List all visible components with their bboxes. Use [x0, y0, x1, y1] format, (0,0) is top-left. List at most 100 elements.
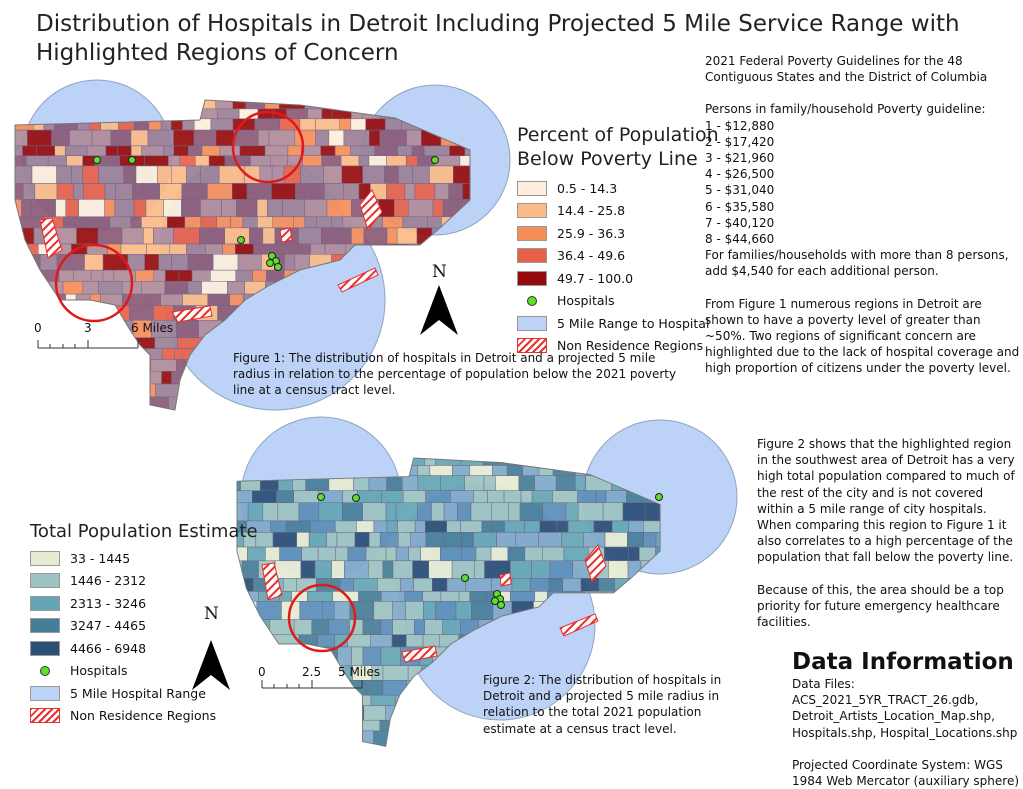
census-tract — [187, 281, 202, 295]
census-tract — [362, 646, 382, 666]
census-tract — [513, 748, 534, 761]
census-tract — [462, 730, 475, 747]
census-tract — [503, 490, 522, 503]
census-tract — [201, 281, 228, 295]
census-tract — [98, 319, 110, 338]
census-tract — [534, 748, 557, 761]
census-tract — [464, 269, 470, 282]
census-tract — [271, 748, 290, 761]
hospital-dot-icon — [527, 295, 537, 306]
census-tract — [46, 371, 65, 385]
census-tract — [450, 254, 465, 271]
census-tract — [262, 502, 279, 522]
census-tract — [471, 601, 494, 620]
legend-item-class: 36.4 - 49.6 — [517, 245, 719, 268]
census-tract — [605, 601, 617, 620]
scale-tick-1: 2.5 — [302, 665, 322, 679]
census-tract — [15, 305, 36, 321]
census-tract — [386, 520, 398, 533]
census-tract — [342, 216, 367, 229]
census-tract — [31, 199, 56, 218]
census-tract — [340, 578, 354, 592]
census-tract — [450, 490, 474, 503]
census-tract — [293, 216, 306, 229]
census-tract — [335, 546, 349, 562]
census-tract — [376, 396, 397, 410]
census-tract — [343, 705, 365, 721]
poverty-subheading: Persons in family/household Poverty guid… — [705, 102, 986, 117]
census-tract — [91, 129, 112, 147]
census-tract — [21, 254, 41, 271]
census-tract — [388, 730, 401, 747]
census-tract — [296, 532, 310, 548]
census-tract — [91, 337, 111, 349]
census-tract — [465, 578, 492, 592]
census-tract — [605, 646, 625, 666]
census-tract — [511, 578, 531, 592]
census-tract — [483, 475, 496, 491]
census-tract — [365, 680, 384, 696]
census-tract — [98, 281, 123, 295]
census-tract — [150, 359, 177, 372]
census-tract — [127, 254, 145, 271]
census-tract — [496, 532, 517, 548]
census-tract — [181, 199, 201, 218]
census-tract — [269, 155, 288, 167]
census-tract — [328, 619, 350, 635]
census-tract — [69, 129, 93, 147]
census-tract — [129, 396, 145, 410]
census-tract — [398, 532, 411, 548]
legend-item-class: 49.7 - 100.0 — [517, 267, 719, 290]
census-tract — [404, 591, 423, 602]
census-tract — [34, 183, 58, 200]
census-tract — [265, 546, 280, 562]
census-tract — [58, 269, 74, 282]
census-tract — [15, 100, 30, 110]
census-tract — [204, 396, 225, 410]
census-tract — [15, 371, 32, 385]
census-tract — [321, 155, 342, 167]
census-tract — [417, 475, 441, 491]
census-tract — [153, 305, 174, 321]
census-tract — [15, 359, 36, 372]
census-tract — [95, 359, 120, 372]
census-tract — [574, 458, 592, 466]
census-tract — [108, 383, 134, 398]
census-tract — [144, 155, 169, 167]
census-tract — [310, 243, 326, 255]
census-tract — [392, 560, 413, 579]
census-tract — [236, 730, 246, 747]
census-tract — [231, 183, 248, 200]
figure-2-analysis: Figure 2 shows that the highlighted regi… — [757, 436, 1019, 630]
census-tract — [194, 396, 206, 410]
legend-item-nonres: Non Residence Regions — [517, 335, 719, 358]
census-tract — [171, 371, 187, 385]
north-arrow-icon — [420, 285, 458, 335]
census-tract — [332, 748, 354, 761]
census-tract — [425, 520, 447, 533]
census-tract — [15, 183, 24, 200]
census-tract — [55, 199, 66, 218]
census-tract — [339, 118, 352, 131]
census-tract — [182, 293, 209, 306]
non-residence-regions — [39, 189, 383, 323]
census-tract — [201, 145, 221, 156]
census-tract — [476, 397, 489, 416]
census-tract — [339, 227, 352, 245]
census-tract — [324, 243, 346, 255]
census-tract — [382, 665, 409, 681]
census-tract — [431, 719, 453, 732]
census-tract — [316, 216, 332, 229]
census-tract — [97, 227, 123, 245]
data-file: Hospitals.shp, Hospital_Locations.shp — [792, 725, 1018, 740]
census-tract — [139, 348, 163, 360]
census-tract — [283, 578, 297, 592]
census-tract — [221, 199, 237, 218]
census-tract — [408, 243, 433, 255]
census-tract — [114, 199, 135, 218]
census-tract — [286, 694, 304, 706]
census-tract — [283, 165, 301, 184]
legend-label: 3247 - 4465 — [70, 618, 147, 634]
census-tract — [479, 338, 501, 349]
census-tract — [643, 532, 657, 548]
